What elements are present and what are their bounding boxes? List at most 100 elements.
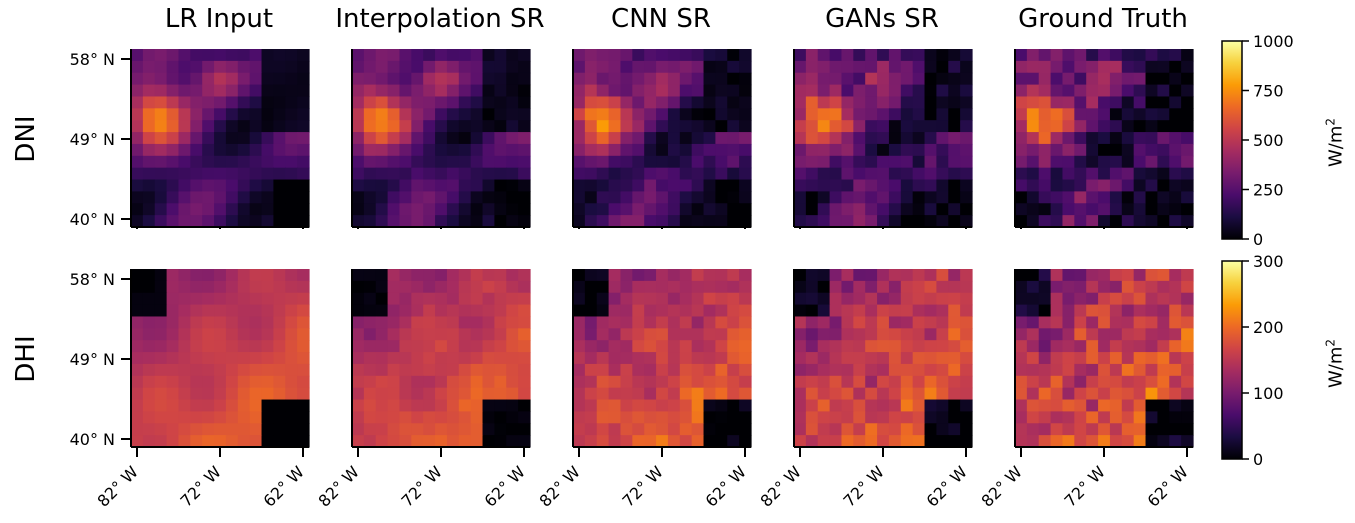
heatmap-cell (960, 328, 973, 341)
heatmap-cell (166, 60, 180, 74)
heatmap-cell (632, 191, 645, 204)
heatmap-cell (936, 363, 949, 377)
heatmap-cell (458, 108, 472, 121)
heatmap-cell (285, 292, 298, 306)
heatmap-cell (1074, 328, 1087, 341)
heatmap-cell (1157, 120, 1170, 133)
heatmap-cell (411, 304, 424, 318)
heatmap-cell (794, 49, 807, 62)
heatmap-cell (679, 375, 693, 389)
heatmap-cell (853, 179, 866, 192)
heatmap-cell (399, 269, 412, 282)
heatmap-cell (399, 191, 412, 204)
heatmap-cell (620, 143, 633, 157)
lon-tick-label: 72° W (619, 462, 667, 510)
colorbar-tick-label: 0 (1253, 450, 1263, 469)
heatmap-cell (1074, 191, 1087, 204)
heatmap-cell (888, 363, 902, 377)
heatmap-cell (1157, 435, 1170, 448)
heatmap-cell (715, 280, 728, 294)
heatmap-cell (458, 179, 472, 192)
heatmap-cell (620, 435, 633, 448)
heatmap-cell (691, 203, 705, 216)
heatmap-cell (1050, 269, 1064, 282)
heatmap-cell (387, 411, 401, 424)
heatmap-cell (1038, 387, 1052, 401)
heatmap-cell (1181, 328, 1194, 341)
heatmap-cell (375, 304, 389, 318)
heatmap-cell (1109, 280, 1123, 294)
heatmap-cell (166, 316, 180, 329)
heatmap-cell (620, 328, 633, 341)
heatmap-cell (214, 179, 227, 192)
heatmap-cell (423, 167, 436, 181)
heatmap-cell (518, 179, 531, 192)
heatmap-cell (584, 269, 598, 282)
heatmap-cell (249, 96, 263, 109)
heatmap-cell (620, 280, 633, 294)
heatmap-cell (805, 167, 819, 181)
heatmap-cell (853, 280, 866, 294)
heatmap-cell (805, 60, 819, 74)
heatmap-cell (1133, 155, 1147, 169)
heatmap-cell (960, 132, 973, 145)
heatmap-cell (620, 411, 633, 424)
heatmap-cell (214, 375, 227, 389)
heatmap-cell (237, 215, 251, 228)
heatmap-cell (573, 120, 586, 133)
heatmap-cell (297, 215, 310, 228)
heatmap-cell (865, 60, 878, 74)
heatmap-cell (644, 316, 657, 329)
heatmap-cell (1038, 375, 1052, 389)
heatmap-cell (691, 363, 705, 377)
heatmap-cell (805, 399, 819, 412)
heatmap-cell (1109, 120, 1123, 133)
heatmap-cell (249, 269, 263, 282)
heatmap-cell (691, 375, 705, 389)
heatmap-cell (166, 387, 180, 401)
colorbar-gradient (1221, 40, 1243, 240)
heatmap-cell (727, 49, 740, 62)
heatmap-cell (877, 399, 890, 412)
heatmap-cell (912, 387, 926, 401)
heatmap-cell (202, 120, 215, 133)
heatmap-cell (644, 191, 657, 204)
heatmap-cell (494, 167, 507, 181)
heatmap-cell (805, 340, 819, 353)
heatmap-cell (1015, 167, 1028, 181)
heatmap-cell (584, 120, 598, 133)
heatmap-cell (1121, 49, 1135, 62)
heatmap-cell (865, 352, 878, 365)
heatmap-cell (1133, 120, 1147, 133)
heatmap-cell (506, 292, 519, 306)
heatmap-cell (656, 120, 669, 133)
heatmap-cell (142, 60, 156, 74)
heatmap-cell (411, 280, 424, 294)
heatmap-cell (1062, 72, 1075, 86)
heatmap-cell (285, 155, 298, 169)
heatmap-cell (912, 435, 926, 448)
heatmap-cell (817, 191, 831, 204)
heatmap-cell (1098, 132, 1111, 145)
heatmap-cell (249, 179, 263, 192)
heatmap-cell (435, 399, 448, 412)
heatmap-cell (387, 49, 401, 62)
heatmap-cell (178, 120, 191, 133)
heatmap-cell (1038, 120, 1052, 133)
heatmap-cell (142, 340, 156, 353)
heatmap-cell (865, 203, 878, 216)
heatmap-cell (667, 215, 681, 228)
heatmap-cell (482, 132, 495, 145)
heatmap-cell (877, 340, 890, 353)
heatmap-cell (352, 363, 365, 377)
heatmap-cell (297, 108, 310, 121)
heatmap-cell (936, 352, 949, 365)
heatmap-cell (225, 49, 239, 62)
heatmap-cell (435, 72, 448, 86)
heatmap-cell (829, 96, 843, 109)
heatmap-cell (841, 316, 854, 329)
heatmap-cell (1145, 120, 1158, 133)
heatmap-cell (727, 316, 740, 329)
heatmap-cell (667, 328, 681, 341)
heatmap-cell (739, 269, 752, 282)
